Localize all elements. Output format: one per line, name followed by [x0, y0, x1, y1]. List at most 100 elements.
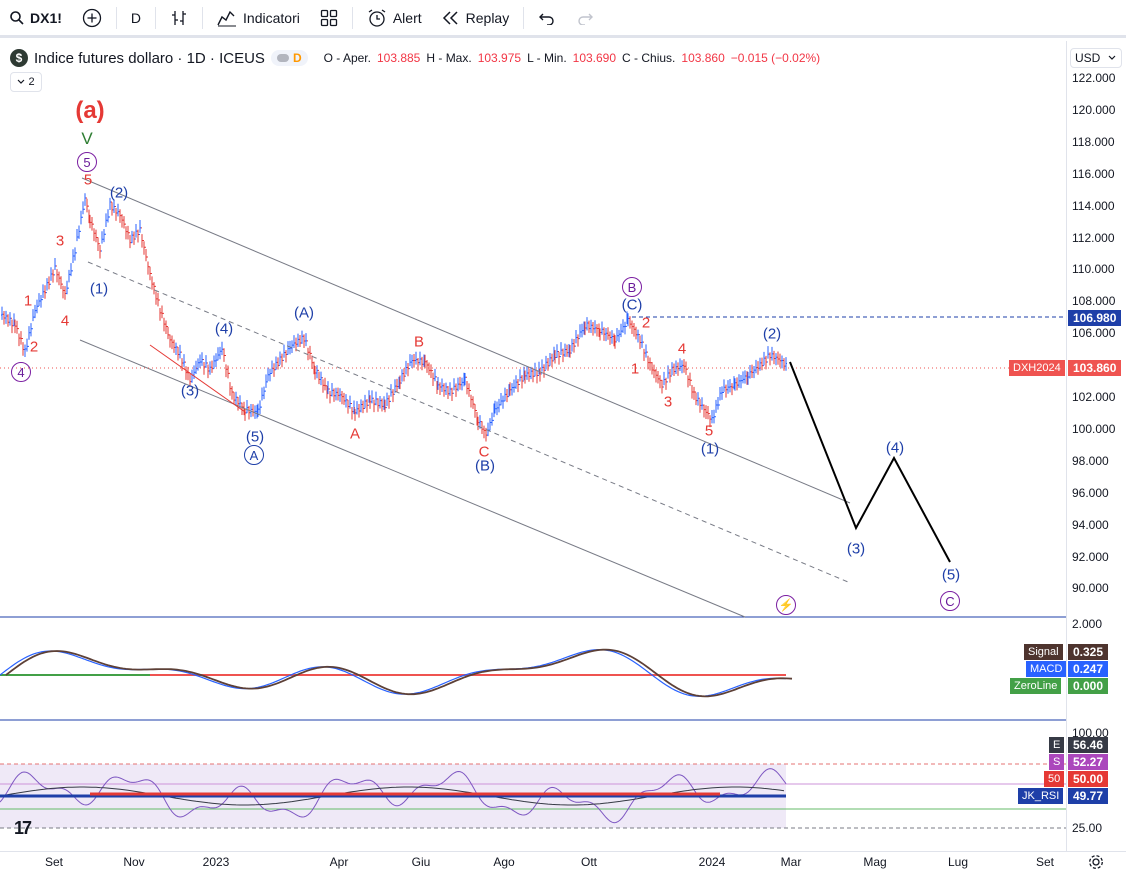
signal-tag: Signal: [1024, 644, 1063, 660]
low-label: L - Min.: [527, 51, 567, 65]
wave-label-red-4: 4: [60, 312, 70, 330]
jk-rsi-tag: JK_RSI: [1018, 788, 1064, 804]
wave-label-paren-4: (4): [214, 320, 234, 338]
wave-label-paren-1-b: (1): [700, 440, 720, 458]
time-scale[interactable]: [0, 851, 1126, 876]
red-trendline: [149, 344, 246, 413]
wave-label-paren-B: (B): [475, 457, 495, 475]
macd-line: [0, 648, 787, 698]
wave-label-paren-A: (A): [294, 304, 314, 322]
wave-label-paren-1: (1): [89, 280, 109, 298]
wave-label-red-A: A: [349, 425, 361, 443]
signal-value: 0.325: [1068, 644, 1109, 660]
chart-settings-button[interactable]: [1088, 854, 1104, 875]
low-value: 103.690: [572, 51, 617, 65]
indicators-button[interactable]: Indicatori: [207, 0, 310, 37]
jk-rsi-value: 49.77: [1068, 788, 1109, 804]
gear-icon: [1089, 855, 1103, 869]
wave-label-red-3-b: 3: [663, 393, 673, 411]
price-tick: 122.000: [1072, 71, 1116, 85]
time-tick: Mag: [863, 855, 887, 869]
wave-label-5-circled: 5: [77, 152, 97, 172]
series-title[interactable]: Indice futures dollaro · 1D · ICEUS: [34, 49, 265, 67]
time-tick: Lug: [947, 855, 969, 869]
price-tick: 98.000: [1072, 453, 1109, 468]
wave-label-A-circled: A: [244, 445, 264, 465]
symbol-tag: DXH2024: [1009, 360, 1065, 376]
open-label: O - Aper.: [323, 51, 371, 65]
wave-label-red-5-b: 5: [704, 422, 714, 440]
toolbar-divider: [523, 6, 525, 29]
redo-button[interactable]: [566, 0, 604, 37]
wave-label-B-circled: B: [622, 277, 642, 297]
series-legend: $ Indice futures dollaro · 1D · ICEUS D …: [10, 47, 820, 69]
wave-label-a-big: (a): [75, 97, 105, 124]
time-tick: 2024: [698, 855, 726, 869]
jk-rsi-oscillator: [0, 768, 787, 824]
close-label: C - Chius.: [622, 51, 676, 65]
rsi-e-value: 56.46: [1068, 737, 1109, 753]
legend-collapse-button[interactable]: 2: [10, 72, 42, 92]
time-tick: Giu: [411, 855, 431, 869]
wave-label-paren-2: (2): [109, 184, 129, 202]
price-tick: 106.000: [1072, 326, 1116, 341]
interval-button[interactable]: D: [121, 0, 151, 37]
flash-icon[interactable]: ⚡: [776, 595, 796, 615]
macd-tag: MACD: [1026, 661, 1067, 677]
time-tick: 2023: [202, 855, 230, 869]
price-scale[interactable]: [1066, 41, 1126, 851]
alert-label: Alert: [392, 9, 422, 26]
indicators-label: Indicatori: [243, 9, 300, 26]
undo-button[interactable]: [528, 0, 566, 37]
time-tick: Set: [1035, 855, 1055, 869]
layout-templates-button[interactable]: [310, 0, 348, 37]
macd-value: 0.247: [1068, 661, 1109, 677]
currency-select[interactable]: USD: [1070, 48, 1122, 68]
wave-label-paren-3: (3): [180, 382, 200, 400]
price-tick: 120.000: [1072, 102, 1116, 117]
eye-dot-icon: [276, 54, 289, 62]
wave-label-red-C: C: [478, 443, 490, 461]
symbol-search-button[interactable]: DX1!: [0, 0, 72, 37]
time-tick: Mar: [780, 855, 802, 869]
alert-button[interactable]: Alert: [357, 0, 432, 37]
last-price-label: 103.860: [1068, 360, 1122, 376]
wave-label-v: V: [81, 129, 93, 148]
rsi-bottom-tick: 25.00: [1072, 821, 1103, 835]
rsi-s-tag: S: [1049, 754, 1065, 770]
macd-signal-line: [5, 648, 793, 698]
grid-icon: [320, 9, 337, 26]
compare-symbol-button[interactable]: [72, 0, 112, 37]
time-tick: Nov: [123, 855, 145, 869]
zeroline-tag: ZeroLine: [1010, 678, 1062, 694]
tradingview-logo[interactable]: 17: [14, 818, 32, 838]
wave-label-paren-5: (5): [245, 428, 265, 446]
wave-label-red-4-b: 4: [677, 340, 687, 358]
rewind-icon: [442, 10, 458, 25]
open-value: 103.885: [376, 51, 421, 65]
currency-label: USD: [1075, 51, 1101, 65]
wave-label-red-1: 1: [23, 292, 33, 310]
indicators-icon: [217, 10, 237, 26]
chart-canvas[interactable]: [0, 0, 1066, 851]
replay-label: Replay: [465, 9, 510, 26]
rsi-50-value: 50.00: [1068, 771, 1109, 787]
rsi-s-value: 52.27: [1068, 754, 1109, 770]
forecast-path: [789, 361, 951, 563]
chart-type-button[interactable]: [160, 0, 198, 37]
interval-label: D: [130, 9, 142, 26]
price-tick: 108.000: [1072, 294, 1116, 309]
redo-icon: [578, 13, 594, 25]
wave-label-forecast-5: (5): [941, 566, 961, 584]
wave-label-red-5: 5: [83, 171, 93, 189]
price-tick: 118.000: [1072, 134, 1115, 149]
level-price-label: 106.980: [1068, 310, 1122, 326]
price-tick: 116.000: [1072, 166, 1115, 181]
replay-button[interactable]: Replay: [432, 0, 520, 37]
rsi-50-tag: 50: [1044, 771, 1065, 787]
alarm-clock-icon: [368, 8, 386, 27]
wave-label-forecast-4: (4): [885, 439, 905, 457]
chevron-down-icon: [1108, 55, 1116, 60]
market-status-badge[interactable]: D: [270, 50, 308, 66]
close-value: 103.860: [681, 51, 725, 65]
